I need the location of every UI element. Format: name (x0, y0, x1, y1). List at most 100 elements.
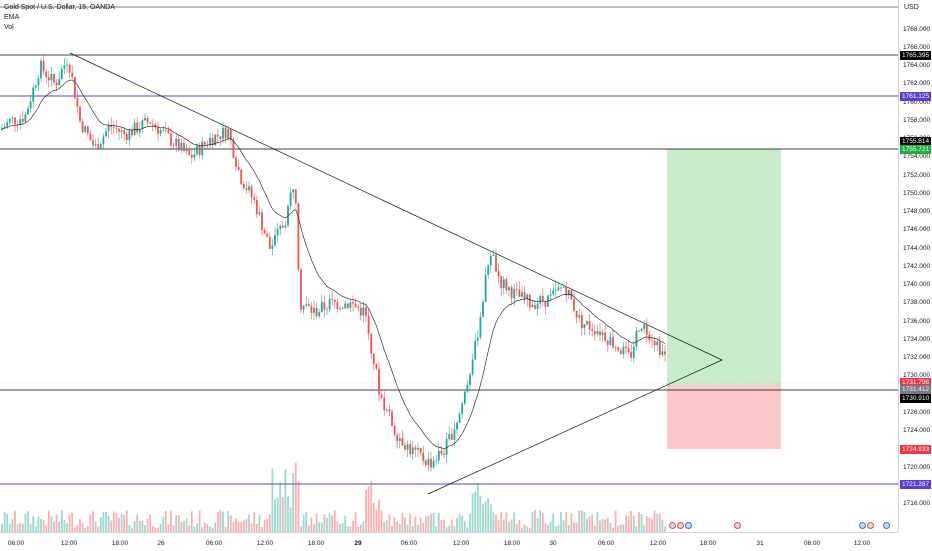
volume-bar (45, 525, 48, 532)
economic-event-flag-icon[interactable] (883, 522, 890, 529)
candle-body (318, 312, 321, 317)
economic-event-flag-icon[interactable] (685, 522, 692, 529)
candle-body (37, 78, 40, 86)
candle-body (385, 409, 388, 411)
candle-body (214, 134, 217, 146)
candle-body (120, 130, 123, 132)
candle-body (55, 82, 58, 86)
time-tick: 18:00 (111, 540, 129, 547)
candle-body (518, 289, 521, 297)
candle-body (89, 133, 92, 141)
candle-body (45, 71, 48, 78)
volume-bar (68, 515, 71, 532)
volume-bar (630, 510, 633, 532)
candle-body (466, 384, 469, 392)
volume-bar (437, 513, 440, 532)
candle-body (573, 299, 575, 311)
volume-bar (229, 515, 232, 532)
volume-bar (339, 523, 341, 532)
volume-bar (388, 514, 391, 532)
candle-body (310, 306, 313, 313)
candle-body (515, 288, 518, 290)
volume-bar (86, 526, 89, 532)
volume-bar (32, 516, 35, 532)
volume-bar (604, 519, 607, 532)
time-axis[interactable]: 06:00 12:00 18:00 26 06:00 12:00 18:00 29 06:00 1… (0, 532, 898, 551)
candle-body (274, 235, 276, 246)
volume-bar (305, 512, 308, 532)
symbol-title[interactable]: Gold Spot / U.S. Dollar, 15, OANDA (4, 4, 115, 11)
time-tick: 18:00 (503, 540, 521, 547)
volume-bar (383, 521, 386, 532)
candle-body (463, 391, 466, 404)
time-tick: 26 (157, 540, 165, 547)
price-tick: 1738.000 (903, 299, 931, 307)
volume-bar (617, 525, 620, 532)
economic-event-flag-icon[interactable] (734, 522, 741, 529)
time-tick: 31 (756, 540, 764, 547)
economic-event-flag-icon[interactable] (859, 522, 866, 529)
volume-bar (289, 507, 292, 532)
volume-bar (640, 514, 643, 532)
candle-body (645, 324, 648, 335)
candle-body (388, 409, 391, 412)
volume-bar (164, 510, 167, 532)
candle-body (502, 279, 505, 288)
candle-body (536, 303, 539, 309)
volume-bar (648, 517, 651, 532)
volume-bar (258, 514, 261, 532)
candle-body (401, 438, 404, 446)
candle-body (159, 130, 162, 134)
volume-bar (445, 527, 448, 532)
volume-bar (653, 510, 656, 532)
volume-bar (53, 521, 55, 532)
candle-body (151, 123, 154, 125)
candle-body (102, 136, 105, 145)
volume-bar (172, 525, 175, 532)
candle-body (578, 315, 581, 318)
candle-body (1, 128, 3, 131)
price-tick: 1750.000 (903, 189, 931, 197)
volume-bar (375, 509, 378, 532)
candle-body (170, 133, 172, 146)
volume-bar (76, 525, 79, 532)
price-axis[interactable]: USD 1768.000 1766.000 1764.000 1762.000 1760… (898, 0, 932, 532)
candle-body (526, 294, 529, 299)
volume-bar (458, 514, 461, 532)
volume-bar (484, 501, 487, 532)
volume-bar (81, 522, 84, 532)
candle-body (365, 307, 367, 316)
candle-body (118, 128, 120, 132)
volume-bar (8, 523, 11, 532)
volume-indicator-label[interactable]: Vol (4, 24, 14, 31)
volume-bar (453, 526, 456, 532)
volume-bar (190, 511, 193, 532)
volume-bar (40, 519, 42, 532)
candle-body (8, 118, 11, 123)
volume-bar (92, 511, 94, 532)
volume-bar (471, 493, 474, 532)
volume-bar (435, 526, 438, 532)
volume-bar (370, 480, 373, 532)
volume-bar (593, 525, 596, 532)
economic-event-flag-icon[interactable] (867, 522, 874, 529)
candle-body (313, 307, 315, 313)
volume-bar (102, 511, 105, 532)
candle-body (435, 460, 438, 462)
volume-bar (526, 526, 529, 532)
candle-body (484, 274, 487, 302)
volume-bar (261, 526, 263, 532)
candle-body (424, 460, 427, 466)
volume-bar (118, 518, 120, 532)
economic-event-flag-icon[interactable] (677, 522, 684, 529)
candle-body (422, 452, 425, 461)
volume-bar (606, 517, 609, 532)
candle-body (534, 305, 536, 309)
candle-body (651, 340, 653, 342)
volume-bar (508, 521, 510, 532)
candle-body (528, 294, 531, 308)
volume-bar (11, 519, 14, 532)
economic-event-flag-icon[interactable] (669, 522, 676, 529)
ema-indicator-label[interactable]: EMA (4, 14, 20, 21)
